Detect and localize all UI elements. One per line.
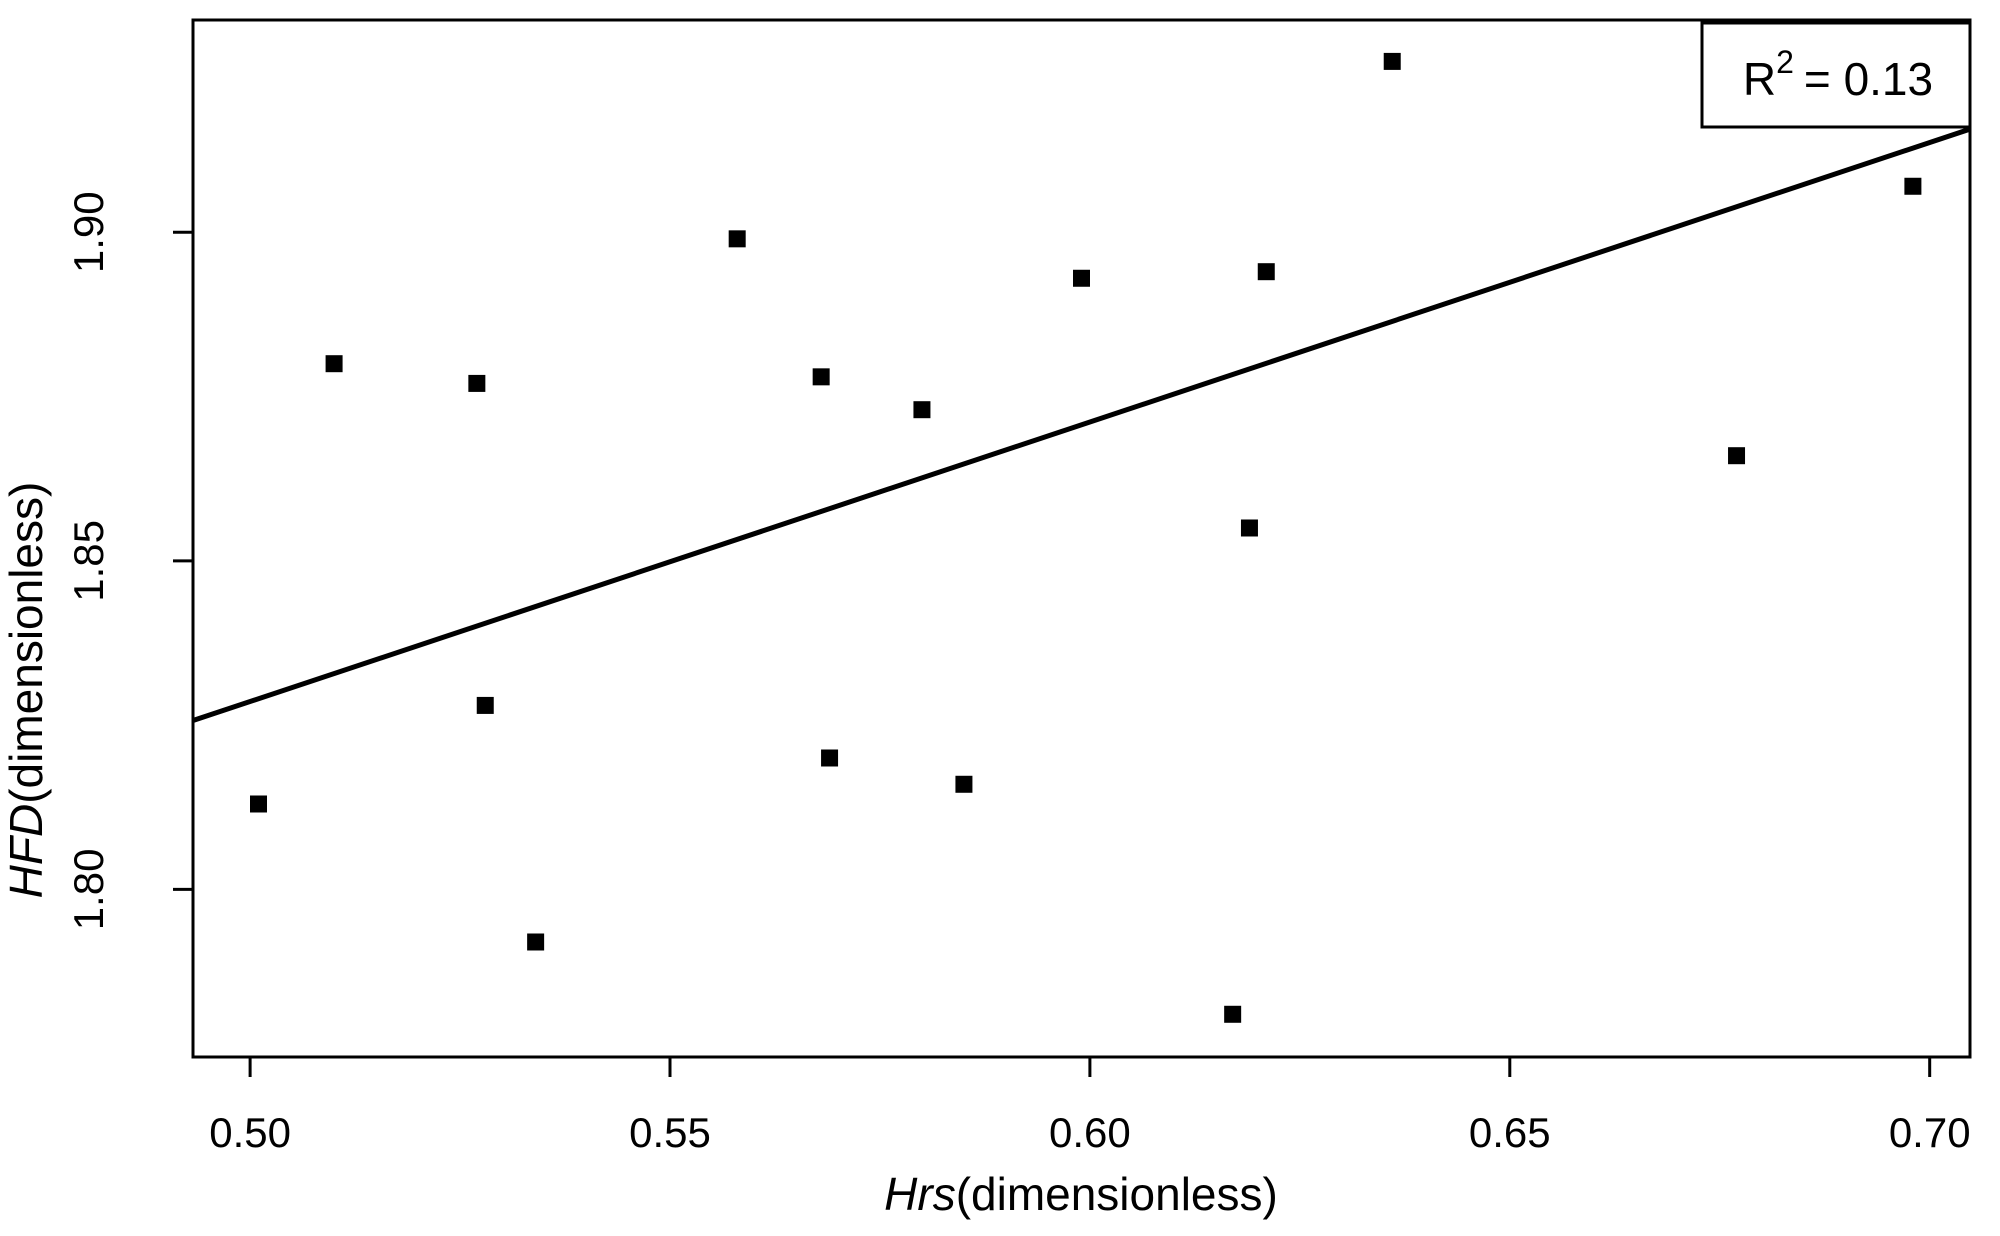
- y-axis-title: HFD(dimensionless): [0, 482, 52, 899]
- x-tick-label: 0.65: [1469, 1109, 1551, 1156]
- data-point: [1904, 177, 1922, 195]
- data-point: [1073, 269, 1090, 287]
- x-axis-title: Hrs(dimensionless): [884, 1168, 1278, 1220]
- data-point: [955, 775, 973, 793]
- x-tick-label: 0.55: [629, 1109, 711, 1156]
- data-point: [821, 749, 839, 767]
- r-squared-label: R2 = 0.13: [1743, 44, 1933, 105]
- data-point: [476, 696, 494, 714]
- axes-group: 0.50 0.55 0.60 0.65 0.70 1.80 1.85 1.90: [65, 191, 1971, 1156]
- data-point: [913, 401, 931, 419]
- x-tick-label: 0.50: [209, 1109, 291, 1156]
- data-point: [1257, 263, 1275, 281]
- data-point: [250, 795, 268, 813]
- data-point: [1383, 52, 1401, 70]
- data-point: [812, 368, 830, 386]
- plot-border: [191, 18, 1972, 1059]
- x-tick-label: 0.70: [1889, 1109, 1971, 1156]
- y-tick-label: 1.90: [65, 191, 112, 273]
- y-tick-label: 1.80: [65, 849, 112, 931]
- data-point: [1728, 447, 1746, 465]
- data-point: [527, 933, 545, 951]
- data-points-group: [250, 52, 1922, 1023]
- y-tick-label: 1.85: [65, 520, 112, 602]
- data-point: [468, 374, 486, 392]
- data-point: [325, 355, 343, 373]
- x-tick-label: 0.60: [1049, 1109, 1131, 1156]
- regression-line: [192, 126, 1971, 723]
- data-point: [728, 230, 746, 248]
- regression-line-group: [192, 126, 1971, 723]
- data-point: [1240, 519, 1258, 537]
- r-squared-box: [1700, 21, 1972, 129]
- data-point: [1224, 1005, 1242, 1023]
